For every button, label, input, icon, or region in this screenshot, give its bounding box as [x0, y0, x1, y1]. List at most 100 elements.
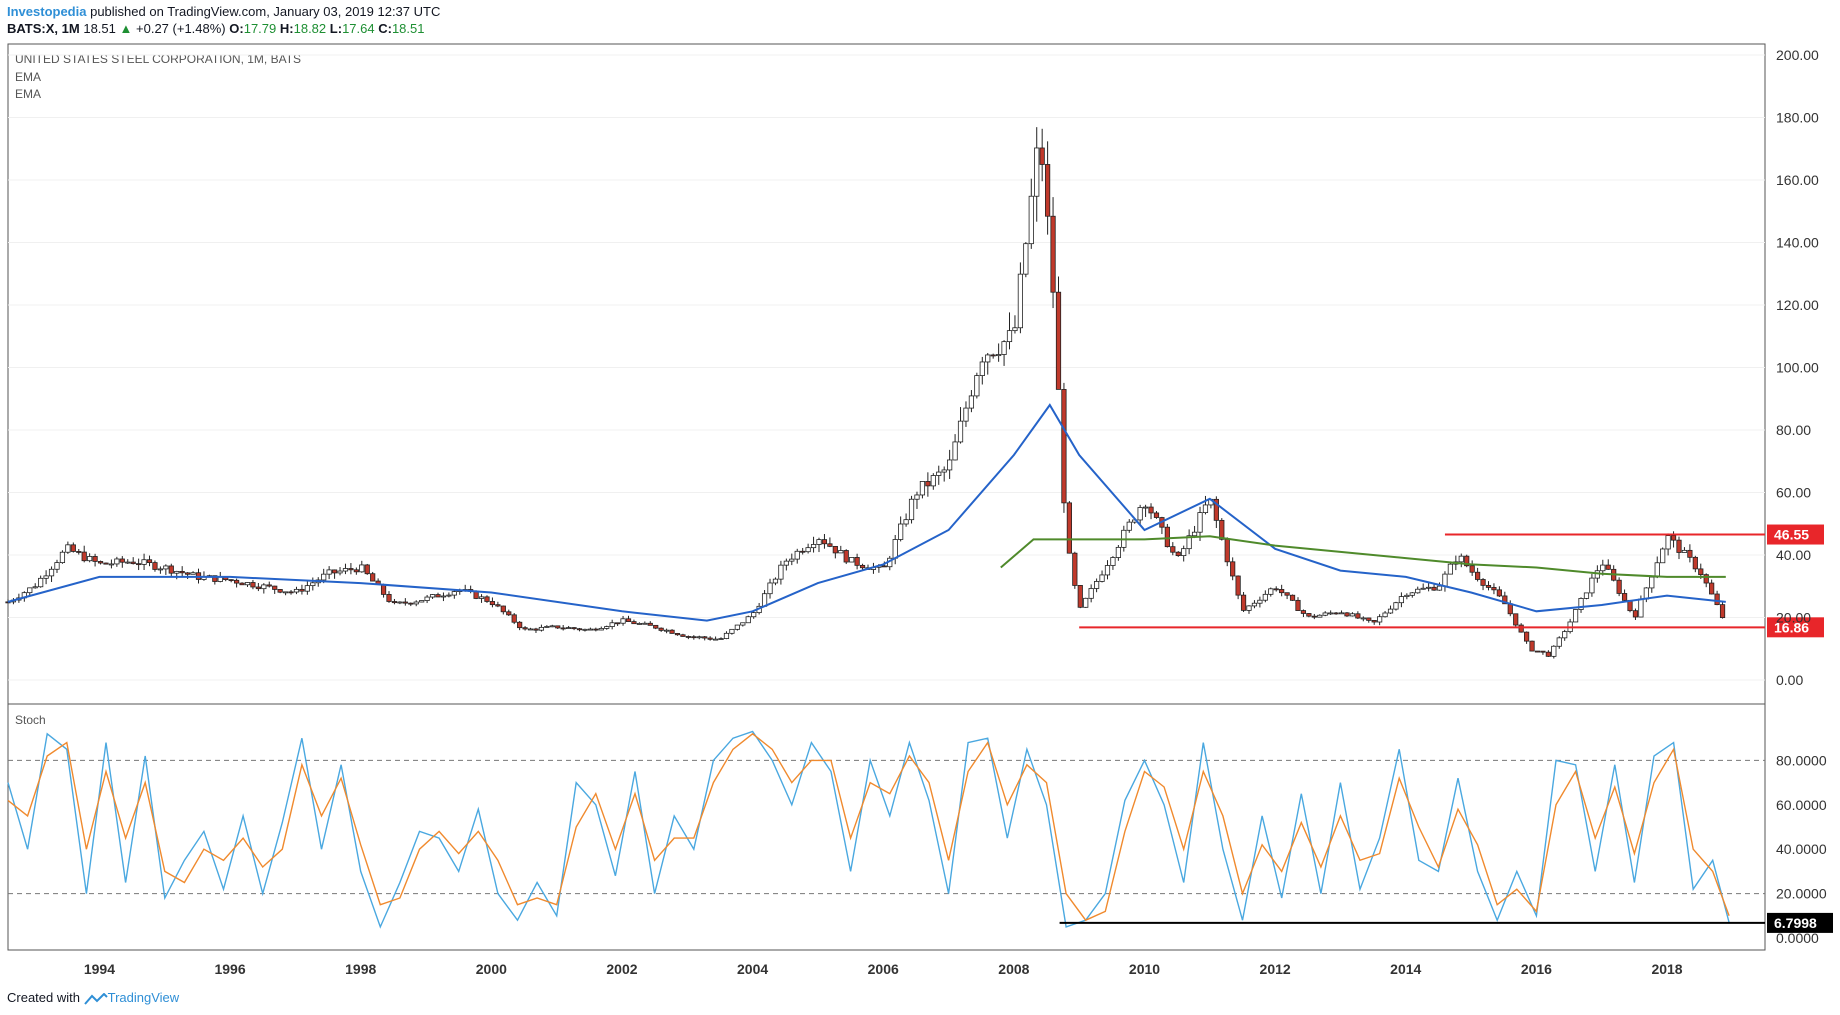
brand-link[interactable]: Investopedia	[7, 4, 87, 19]
candle	[517, 621, 523, 631]
candle	[800, 547, 806, 555]
candle	[952, 434, 958, 461]
candle-body	[560, 627, 566, 630]
candle-body	[533, 628, 539, 631]
open-value: 17.79	[243, 21, 277, 36]
stoch-d-line	[7, 732, 1730, 922]
candle	[413, 600, 419, 607]
candle	[898, 516, 904, 542]
candle-body	[451, 591, 457, 596]
candle-body	[310, 582, 316, 587]
candle	[1284, 592, 1290, 600]
candles	[5, 127, 1726, 659]
candle-body	[1093, 581, 1100, 589]
candle	[299, 584, 305, 595]
candle	[947, 449, 953, 479]
price-tick-label: 80.00	[1776, 422, 1811, 438]
year-tick-label: 2018	[1651, 961, 1682, 977]
candle-body	[429, 594, 436, 598]
high-label: H:	[279, 21, 294, 36]
candle-body	[174, 570, 180, 574]
candle	[1317, 614, 1323, 618]
candle-body	[87, 556, 93, 562]
candle-body	[1045, 164, 1051, 217]
candle-body	[495, 604, 501, 607]
candle-body	[631, 621, 637, 625]
candle-body	[1507, 603, 1513, 615]
candle-body	[103, 562, 109, 565]
candle	[76, 548, 82, 555]
candle-body	[1006, 330, 1013, 343]
candle-body	[1126, 521, 1132, 531]
candle	[1616, 577, 1622, 597]
candle	[125, 559, 131, 564]
candle-body	[555, 625, 561, 629]
candle	[598, 626, 604, 631]
candle	[685, 635, 691, 640]
stoch-level-label: 6.7998	[1774, 915, 1817, 931]
chart-canvas[interactable]: UNITED STATES STEEL CORPORATION, 1M, BAT…	[0, 40, 1840, 985]
candle	[1371, 619, 1377, 625]
candle-body	[152, 562, 158, 570]
candle-body	[1083, 597, 1089, 608]
candle-body	[43, 575, 49, 579]
candle	[261, 583, 267, 594]
candle	[538, 624, 545, 632]
candle	[843, 549, 849, 565]
ema-lines	[7, 403, 1726, 622]
candle-body	[1344, 612, 1350, 617]
candle-body	[1213, 498, 1219, 521]
candle	[1545, 650, 1551, 657]
candle-body	[119, 558, 125, 563]
candle	[114, 556, 120, 567]
candle	[1066, 501, 1072, 554]
candle-body	[816, 539, 822, 545]
candle-body	[1289, 594, 1296, 601]
candle-body	[1687, 549, 1693, 558]
candle	[1164, 523, 1170, 548]
candle-body	[712, 638, 719, 641]
candle	[1344, 612, 1350, 617]
candle-body	[446, 594, 452, 597]
candle-body	[97, 561, 104, 564]
candle-body	[1023, 243, 1029, 275]
year-tick-label: 2004	[737, 961, 768, 977]
candle	[65, 541, 71, 554]
candle-body	[1447, 563, 1453, 575]
candle-body	[1311, 615, 1317, 618]
candle	[87, 553, 93, 563]
year-tick-label: 2002	[606, 961, 637, 977]
candle-body	[691, 636, 697, 639]
candle-body	[832, 545, 838, 554]
candle	[511, 613, 517, 625]
candle-body	[348, 568, 354, 571]
candle-body	[1055, 291, 1062, 390]
candle	[43, 570, 49, 585]
candle-body	[1485, 584, 1492, 588]
candle	[1382, 611, 1388, 618]
candle	[1692, 555, 1698, 573]
candle	[228, 579, 234, 583]
candle-body	[702, 636, 708, 639]
candle	[658, 627, 664, 632]
candle	[576, 627, 583, 632]
candle-body	[522, 627, 528, 630]
candle	[266, 581, 272, 588]
stoch-pane-border	[7, 703, 1766, 951]
candle-body	[1230, 561, 1236, 577]
candle-body	[364, 564, 370, 575]
published-line: Investopedia published on TradingView.co…	[7, 4, 440, 19]
candle-body	[1181, 548, 1187, 557]
candle	[1431, 584, 1437, 591]
candle-body	[359, 564, 365, 573]
candle	[1175, 551, 1181, 557]
candle-body	[849, 557, 855, 563]
candle-body	[1175, 551, 1181, 557]
candle-body	[544, 626, 550, 628]
candle-body	[1246, 605, 1252, 611]
candle	[391, 598, 398, 605]
tradingview-link[interactable]: TradingView	[107, 990, 180, 1005]
candle	[729, 628, 735, 635]
candle-body	[1578, 598, 1584, 610]
candle	[1034, 127, 1040, 222]
